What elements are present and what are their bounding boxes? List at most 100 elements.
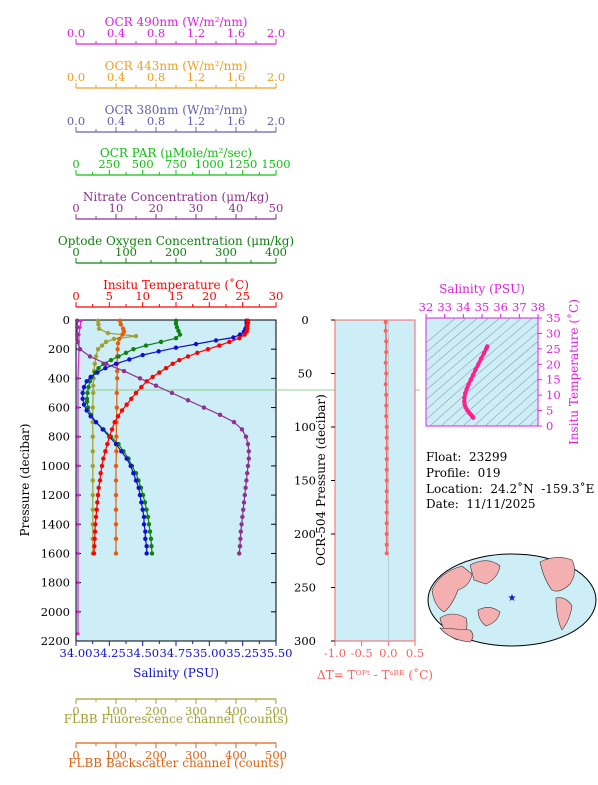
dt-y-tick-label: 50 <box>298 367 313 381</box>
data-point-oxygen <box>143 343 149 348</box>
ts-x-tick-label: 37 <box>512 300 527 314</box>
density-contour <box>426 318 479 363</box>
data-point-oxygen <box>85 390 90 396</box>
ts-x-tick-label: 32 <box>419 300 434 314</box>
data-point-oxygen <box>84 399 90 404</box>
dt-data-point <box>384 425 389 429</box>
y-tick-label: 1200 <box>41 488 70 502</box>
data-point-temperature <box>227 339 232 345</box>
ts-data-point <box>473 367 478 373</box>
data-point-ocr490 <box>76 632 80 636</box>
tick-label-nitrate: 20 <box>149 201 164 215</box>
data-point-oxygen <box>158 339 164 345</box>
data-point-temperature <box>92 529 98 534</box>
land-mass <box>439 627 474 643</box>
data-point-nitrate <box>242 492 247 498</box>
data-point-backscatter <box>115 341 121 346</box>
tick-label-nitrate: 40 <box>229 201 244 215</box>
data-point-temperature <box>119 408 125 413</box>
data-point-fluorescence <box>111 336 117 342</box>
data-point-salinity <box>81 402 87 407</box>
y-tick-label: 1000 <box>41 459 70 473</box>
data-point-temperature <box>94 507 99 512</box>
tick-label-temperature: 0 <box>72 289 79 303</box>
dt-data-point <box>384 414 389 419</box>
tick-label-par: 0 <box>72 157 79 171</box>
data-point-temperature <box>107 434 112 439</box>
data-point-fluorescence <box>99 343 105 348</box>
data-point-nitrate <box>246 456 251 461</box>
data-point-fluorescence <box>90 449 96 454</box>
data-point-temperature <box>93 514 99 520</box>
dt-data-point <box>384 435 389 440</box>
data-point-backscatter <box>113 522 119 527</box>
data-point-oxygen <box>177 332 183 337</box>
tick-label-oxygen: 300 <box>215 245 237 259</box>
tick-label-oxygen: 200 <box>165 245 187 259</box>
data-point-temperature <box>129 396 134 401</box>
density-contour <box>529 306 598 436</box>
axis-title-backscatter: FLBB Backscatter channel (counts) <box>68 756 284 770</box>
ts-x-tick-label: 36 <box>493 300 508 314</box>
data-point-backscatter <box>114 405 120 410</box>
float-position-marker: ★ <box>508 593 517 604</box>
dt-x-tick-label: 0.5 <box>406 646 424 660</box>
dt-data-point <box>384 467 389 472</box>
ts-data-point <box>468 377 473 382</box>
data-point-salinity <box>140 507 145 512</box>
data-point-ocr490 <box>76 522 80 526</box>
dt-data-point <box>384 510 389 515</box>
data-point-backscatter <box>113 463 119 469</box>
data-point-fluorescence <box>91 383 96 388</box>
data-point-ocr490 <box>79 319 83 323</box>
tick-label-ocr380: 2.0 <box>267 114 285 128</box>
data-point-temperature <box>237 336 242 341</box>
data-point-fluorescence <box>97 326 102 331</box>
density-contour <box>495 388 538 426</box>
data-point-temperature <box>205 346 211 352</box>
data-point-temperature <box>92 536 97 542</box>
data-point-nitrate <box>231 419 237 425</box>
data-point-nitrate <box>75 339 80 345</box>
tick-label-backscatter: 400 <box>225 748 247 762</box>
data-point-salinity <box>127 357 132 362</box>
data-point-temperature <box>92 543 97 549</box>
density-contour <box>426 322 538 421</box>
axis-title-ocr380: OCR 380nm (W/m²/nm) <box>105 103 248 117</box>
tick-label-ocr443: 2.0 <box>267 70 285 84</box>
data-point-temperature <box>103 449 108 454</box>
data-point-backscatter <box>114 449 119 454</box>
data-point-fluorescence <box>91 390 96 396</box>
top-axes-group: OCR 490nm (W/m²/nm) 0.0 0.4 0.8 1.2 1.6 2.0 OCR… <box>58 15 294 308</box>
tick-label-oxygen: 400 <box>265 245 287 259</box>
data-point-nitrate <box>75 325 80 330</box>
ts-y-tick-label: 25 <box>546 342 561 356</box>
data-point-salinity <box>156 349 161 354</box>
data-point-temperature <box>109 427 115 432</box>
ts-y-tick-label: 20 <box>546 357 561 371</box>
data-point-oxygen <box>144 507 149 512</box>
data-point-oxygen <box>145 514 151 520</box>
data-point-oxygen <box>147 529 153 534</box>
data-point-temperature <box>242 332 247 337</box>
data-point-backscatter <box>113 478 119 483</box>
data-point-backscatter <box>114 390 120 396</box>
data-point-salinity <box>84 379 89 384</box>
data-point-temperature <box>170 361 175 366</box>
data-point-temperature <box>150 374 155 380</box>
y-axis-title: Pressure (decibar) <box>18 424 32 537</box>
tick-label-temperature: 10 <box>135 289 150 303</box>
data-point-temperature <box>112 419 117 425</box>
ts-y-axis-title: Insitu Temperature (˚C) <box>566 299 581 445</box>
tick-label-salinity: 35.50 <box>260 646 293 660</box>
tick-label-ocr380: 0.0 <box>67 114 85 128</box>
data-point-backscatter <box>115 346 120 352</box>
data-point-fluorescence <box>90 419 96 425</box>
tick-label-nitrate: 50 <box>269 201 284 215</box>
data-point-backscatter <box>113 507 119 512</box>
data-point-oxygen <box>146 522 152 527</box>
dt-data-point <box>384 446 389 451</box>
data-point-nitrate <box>245 441 251 447</box>
data-point-backscatter <box>113 536 119 542</box>
